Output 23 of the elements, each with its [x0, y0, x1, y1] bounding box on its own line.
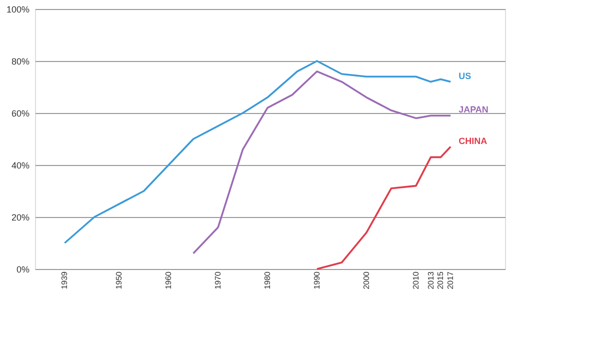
series-label: JAPAN [458, 104, 488, 115]
x-tick-label: 1950 [114, 270, 124, 290]
y-tick-label: 20% [11, 212, 30, 222]
line-series [64, 60, 452, 244]
y-tick-label: 80% [11, 56, 30, 66]
y-tick-label: 60% [11, 108, 30, 118]
x-tick-label: 1990 [312, 270, 322, 290]
x-tick-label: 2000 [362, 270, 371, 290]
y-tick-label: 100% [6, 4, 30, 14]
series-label: CHINA [458, 136, 488, 146]
y-tick-label: 0% [16, 264, 30, 274]
x-tick-label: 1980 [263, 270, 272, 290]
x-tick-label: 2010 [411, 270, 420, 290]
line-series [192, 70, 452, 254]
x-tick-label: 1970 [214, 270, 223, 290]
x-tick-label: 1939 [60, 270, 70, 290]
x-tick-label: 1960 [164, 270, 174, 290]
series-label: US [458, 70, 472, 81]
x-tick-label: 2013 [426, 270, 436, 290]
line-series [316, 146, 452, 270]
x-tick-label: 2015 [436, 270, 446, 290]
y-tick-label: 40% [11, 160, 30, 170]
x-tick-label: 2017 [446, 270, 456, 290]
